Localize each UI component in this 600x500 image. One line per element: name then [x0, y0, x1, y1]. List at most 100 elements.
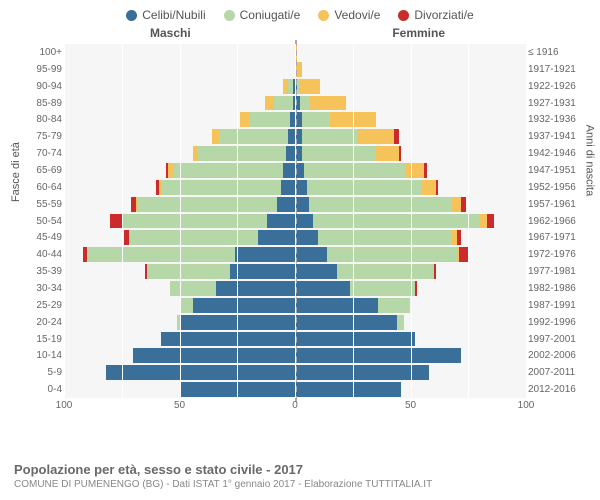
age-label: 80-84 [24, 111, 62, 128]
birth-label: ≤ 1916 [528, 44, 580, 61]
segment-divorziati [459, 247, 468, 262]
legend-item: Celibi/Nubili [126, 8, 205, 22]
segment-celibi [281, 180, 295, 195]
segment-coniugati [309, 197, 452, 212]
x-tick: 100 [518, 400, 535, 411]
x-tick: 100 [56, 400, 73, 411]
age-label: 10-14 [24, 347, 62, 364]
age-label: 30-34 [24, 280, 62, 297]
segment-vedovi [300, 79, 321, 94]
x-tick: 50 [174, 400, 185, 411]
age-label: 40-44 [24, 246, 62, 263]
birth-label: 1982-1986 [528, 280, 580, 297]
segment-vedovi [422, 180, 436, 195]
segment-celibi [267, 214, 295, 229]
age-label: 50-54 [24, 213, 62, 230]
legend-label: Coniugati/e [240, 8, 301, 22]
age-label: 95-99 [24, 61, 62, 78]
segment-celibi [295, 281, 350, 296]
segment-celibi [283, 163, 295, 178]
segment-coniugati [124, 214, 267, 229]
birth-label: 1997-2001 [528, 331, 580, 348]
segment-coniugati [318, 230, 452, 245]
legend-item: Divorziati/e [398, 8, 473, 22]
segment-celibi [295, 197, 309, 212]
age-label: 60-64 [24, 179, 62, 196]
birth-label: 1922-1926 [528, 78, 580, 95]
segment-celibi [216, 281, 295, 296]
birth-label: 1942-1946 [528, 145, 580, 162]
legend-swatch [318, 10, 329, 21]
segment-vedovi [212, 129, 219, 144]
x-tick: 0 [292, 400, 298, 411]
segment-celibi [235, 247, 295, 262]
segment-divorziati [434, 264, 436, 279]
segment-divorziati [461, 197, 466, 212]
age-label: 25-29 [24, 297, 62, 314]
x-tick: 50 [405, 400, 416, 411]
age-label: 5-9 [24, 364, 62, 381]
segment-vedovi [240, 112, 249, 127]
birth-label: 1927-1931 [528, 95, 580, 112]
birth-label: 1967-1971 [528, 229, 580, 246]
segment-coniugati [302, 112, 330, 127]
segment-celibi [295, 264, 337, 279]
segment-coniugati [307, 180, 423, 195]
segment-celibi [258, 230, 295, 245]
segment-celibi [295, 365, 429, 380]
age-label: 100+ [24, 44, 62, 61]
segment-celibi [295, 298, 378, 313]
segment-vedovi [406, 163, 424, 178]
segment-vedovi [309, 96, 346, 111]
segment-celibi [193, 298, 295, 313]
segment-vedovi [357, 129, 394, 144]
segment-divorziati [487, 214, 494, 229]
segment-divorziati [415, 281, 417, 296]
legend-swatch [126, 10, 137, 21]
segment-celibi [277, 197, 295, 212]
age-label: 85-89 [24, 95, 62, 112]
legend: Celibi/Nubili Coniugati/e Vedovi/e Divorzia… [0, 0, 600, 26]
legend-item: Coniugati/e [224, 8, 301, 22]
birth-label: 1952-1956 [528, 179, 580, 196]
segment-coniugati [302, 146, 376, 161]
segment-coniugati [129, 230, 258, 245]
birth-label: 1962-1966 [528, 213, 580, 230]
segment-coniugati [300, 96, 309, 111]
male-header: Maschi [150, 26, 191, 40]
female-header: Femmine [392, 26, 445, 40]
legend-label: Vedovi/e [334, 8, 380, 22]
birth-label: 1992-1996 [528, 314, 580, 331]
x-axis: 10050050100 [64, 400, 526, 414]
age-label: 45-49 [24, 229, 62, 246]
segment-coniugati [337, 264, 434, 279]
birth-label: 2012-2016 [528, 381, 580, 398]
segment-coniugati [87, 247, 235, 262]
age-label: 55-59 [24, 196, 62, 213]
legend-swatch [398, 10, 409, 21]
y-axis-title-right: Anni di nascita [584, 125, 596, 197]
segment-celibi [295, 348, 461, 363]
age-label: 15-19 [24, 331, 62, 348]
segment-divorziati [394, 129, 399, 144]
population-pyramid: Fasce di età Anni di nascita Maschi Femm… [20, 26, 580, 426]
legend-swatch [224, 10, 235, 21]
segment-celibi [295, 382, 401, 397]
birth-label: 1932-1936 [528, 111, 580, 128]
segment-coniugati [350, 281, 415, 296]
column-headers: Maschi Femmine [20, 26, 580, 42]
segment-celibi [161, 332, 295, 347]
age-label: 35-39 [24, 263, 62, 280]
segment-coniugati [147, 264, 230, 279]
segment-celibi [295, 214, 313, 229]
segment-coniugati [304, 163, 406, 178]
segment-divorziati [399, 146, 401, 161]
segment-divorziati [110, 214, 122, 229]
segment-coniugati [198, 146, 286, 161]
birth-label: 1972-1976 [528, 246, 580, 263]
chart-subtitle: COMUNE DI PUMENENGO (BG) - Dati ISTAT 1°… [14, 479, 432, 490]
age-label: 90-94 [24, 78, 62, 95]
segment-coniugati [327, 247, 456, 262]
segment-coniugati [249, 112, 291, 127]
legend-label: Divorziati/e [414, 8, 473, 22]
